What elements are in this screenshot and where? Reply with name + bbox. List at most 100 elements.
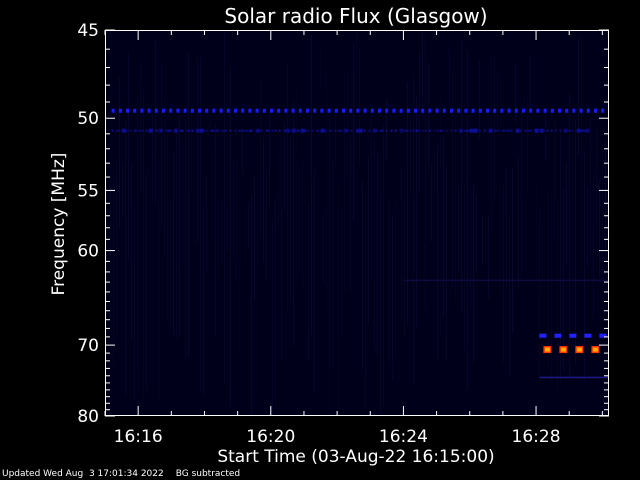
feature-dot	[355, 128, 360, 133]
noise-streak	[212, 149, 213, 242]
feature-dot	[297, 129, 300, 132]
feature-dash	[543, 108, 547, 113]
feature-dash	[569, 333, 577, 338]
noise-streak	[374, 139, 375, 351]
noise-streak	[452, 73, 453, 290]
feature-dot	[346, 129, 349, 132]
feature-dot	[135, 129, 138, 132]
noise-streak	[173, 152, 174, 335]
noise-streak	[419, 52, 420, 192]
noise-streak	[569, 92, 570, 378]
noise-streak	[389, 200, 390, 365]
feature-dash	[464, 108, 468, 113]
noise-streak	[119, 76, 120, 229]
feature-dot	[576, 128, 581, 133]
noise-streak	[590, 118, 591, 259]
feature-dot	[199, 128, 204, 133]
feature-dot	[210, 129, 213, 132]
feature-dot	[490, 129, 493, 132]
feature-dot	[129, 129, 132, 132]
feature-hot-core	[576, 347, 582, 352]
noise-streak	[551, 195, 552, 383]
noise-streak	[437, 144, 438, 359]
feature-dot	[510, 129, 513, 132]
feature-dot	[260, 129, 263, 132]
feature-dot	[497, 129, 500, 132]
feature-dot	[304, 129, 307, 132]
noise-streak	[563, 186, 564, 371]
feature-dot	[121, 128, 126, 133]
noise-streak	[398, 206, 399, 383]
noise-streak	[401, 167, 402, 320]
noise-streak	[314, 169, 315, 396]
noise-streak	[182, 143, 183, 265]
feature-dot	[409, 129, 412, 132]
feature-faint-band	[403, 279, 609, 282]
feature-dot	[424, 129, 427, 132]
noise-streak	[503, 185, 504, 365]
noise-streak	[254, 177, 255, 301]
feature-dash	[226, 108, 230, 113]
feature-dot	[421, 129, 424, 132]
noise-streak	[164, 100, 165, 258]
feature-dash	[169, 108, 173, 113]
noise-streak	[533, 191, 534, 392]
feature-dash	[493, 108, 497, 113]
noise-streak	[461, 40, 462, 313]
noise-streak	[560, 126, 561, 383]
feature-dot	[188, 129, 191, 132]
feature-dot	[463, 129, 466, 132]
feature-dash	[558, 108, 561, 113]
noise-streak	[395, 75, 396, 356]
noise-streak	[521, 104, 522, 279]
noise-streak	[539, 205, 540, 382]
noise-streak	[566, 163, 567, 265]
feature-dot	[141, 129, 144, 132]
feature-dot	[285, 128, 290, 133]
noise-streak	[518, 154, 519, 291]
noise-streak	[269, 111, 270, 205]
feature-dot	[245, 129, 248, 132]
noise-streak	[449, 49, 450, 105]
feature-dot	[191, 129, 194, 132]
feature-dot	[581, 129, 584, 132]
feature-dot	[546, 129, 549, 132]
noise-streak	[431, 165, 432, 243]
feature-dot	[379, 129, 382, 132]
noise-streak	[266, 171, 267, 281]
noise-streak	[110, 170, 111, 321]
noise-streak	[410, 106, 411, 197]
feature-dot	[160, 129, 163, 132]
feature-dot	[291, 128, 296, 133]
feature-dot	[475, 129, 478, 132]
noise-streak	[197, 57, 198, 244]
noise-streak	[602, 148, 603, 315]
feature-dot	[554, 129, 557, 132]
feature-dash	[154, 108, 158, 113]
noise-streak	[308, 205, 309, 362]
feature-dash	[392, 108, 396, 113]
feature-dash	[198, 108, 201, 113]
feature-dot	[417, 129, 420, 132]
chart-title: Solar radio Flux (Glasgow)	[224, 4, 487, 28]
feature-dash	[270, 108, 273, 113]
noise-streak	[482, 214, 483, 264]
feature-dot	[221, 129, 224, 132]
noise-streak	[221, 202, 222, 264]
feature-dot	[124, 129, 127, 132]
noise-streak	[506, 165, 507, 287]
feature-dash	[522, 108, 525, 113]
noise-streak	[200, 56, 201, 392]
feature-dash	[363, 108, 367, 113]
feature-dash	[539, 333, 547, 338]
noise-streak	[317, 56, 318, 122]
noise-streak	[380, 193, 381, 414]
noise-streak	[479, 59, 480, 140]
noise-streak	[161, 61, 162, 230]
feature-dot	[339, 129, 342, 132]
noise-streak	[392, 214, 393, 382]
noise-streak	[494, 57, 495, 201]
feature-dash	[205, 108, 209, 113]
y-tick-label: 50	[77, 109, 99, 129]
